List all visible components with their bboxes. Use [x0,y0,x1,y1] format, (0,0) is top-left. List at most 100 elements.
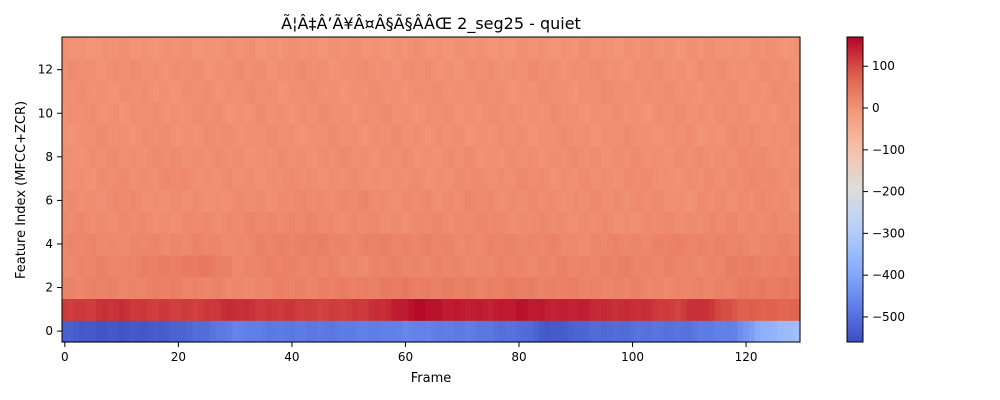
heatmap-cell [351,37,358,60]
heatmap-cell [442,167,449,191]
heatmap-cell [408,145,415,169]
heatmap-cell [147,167,154,191]
heatmap-cell [243,320,250,343]
heatmap-cell [396,276,404,300]
heatmap-cell [629,276,636,300]
heatmap-cell [328,276,336,300]
heatmap-cell [442,276,449,300]
heatmap-cell [680,58,688,82]
heatmap-cell [765,211,773,234]
heatmap-cell [550,298,557,321]
heatmap-cell [186,102,194,125]
heatmap-cell [714,145,722,169]
heatmap-cell [249,167,256,191]
heatmap-cell [186,298,194,321]
heatmap-cell [629,233,636,256]
heatmap-cell [186,233,194,256]
heatmap-cell [385,80,392,103]
heatmap-cell [294,145,302,169]
heatmap-cell [169,102,177,125]
heatmap-cell [181,145,188,169]
heatmap-cell [425,37,432,60]
heatmap-cell [215,233,222,256]
heatmap-cell [476,211,483,234]
heatmap-cell [629,145,636,169]
heatmap-cell [782,211,790,234]
heatmap-cell [220,37,228,60]
heatmap-cell [533,124,540,147]
heatmap-cell [345,320,353,343]
heatmap-cell [618,80,625,103]
heatmap-cell [340,58,347,82]
heatmap-cell [135,254,143,278]
heatmap-cell [720,276,727,300]
heatmap-cell [465,320,472,343]
heatmap-cell [368,124,375,147]
heatmap-cell [226,145,233,169]
heatmap-cell [703,37,710,60]
heatmap-cell [516,276,523,300]
heatmap-cell [311,298,319,321]
heatmap-cell [84,276,91,300]
heatmap-cell [737,298,744,321]
heatmap-cell [692,298,699,321]
heatmap-cell [96,37,103,60]
heatmap-cell [641,37,648,60]
heatmap-cell [703,102,710,125]
heatmap-cell [368,276,375,300]
heatmap-cell [73,320,80,343]
heatmap-cell [584,211,591,234]
heatmap-cell [255,80,262,103]
heatmap-cell [595,211,602,234]
heatmap-cell [340,298,347,321]
heatmap-cell [641,298,648,321]
heatmap-cell [362,102,370,125]
heatmap-cell [589,145,597,169]
heatmap-cell [73,233,80,256]
heatmap-cell [453,254,460,278]
heatmap-cell [249,145,256,169]
heatmap-cell [652,233,659,256]
heatmap-cell [169,254,177,278]
heatmap-cell [334,276,341,300]
heatmap-cell [141,320,148,343]
heatmap-cell [726,254,733,278]
heatmap-cell [453,124,460,147]
heatmap-cell [79,167,86,191]
heatmap-cell [680,320,688,343]
heatmap-cell [169,58,177,82]
heatmap-cell [754,276,761,300]
heatmap-cell [499,37,506,60]
heatmap-cell [470,211,478,234]
heatmap-cell [340,80,347,103]
heatmap-cell [652,320,659,343]
y-tick-label: 0 [45,324,53,338]
heatmap-cell [624,145,631,169]
heatmap-cell [726,233,733,256]
heatmap-cell [714,254,722,278]
heatmap-cell [96,102,103,125]
heatmap-cell [192,145,199,169]
heatmap-cell [703,233,710,256]
heatmap-cell [601,320,608,343]
heatmap-cell [192,298,199,321]
heatmap-cell [538,320,546,343]
heatmap-cell [186,211,194,234]
heatmap-cell [493,276,500,300]
heatmap-cell [164,320,171,343]
heatmap-cell [697,58,705,82]
heatmap-cell [726,80,733,103]
heatmap-cell [158,80,165,103]
heatmap-cell [777,37,784,60]
heatmap-cell [79,254,86,278]
heatmap-cell [731,189,739,212]
heatmap-cell [237,254,245,278]
heatmap-cell [289,145,296,169]
heatmap-cell [493,124,500,147]
heatmap-cell [203,320,211,343]
heatmap-cell [561,58,568,82]
heatmap-cell [413,145,421,169]
heatmap-cell [84,58,91,82]
heatmap-cell [675,189,682,212]
heatmap-cell [152,37,160,60]
